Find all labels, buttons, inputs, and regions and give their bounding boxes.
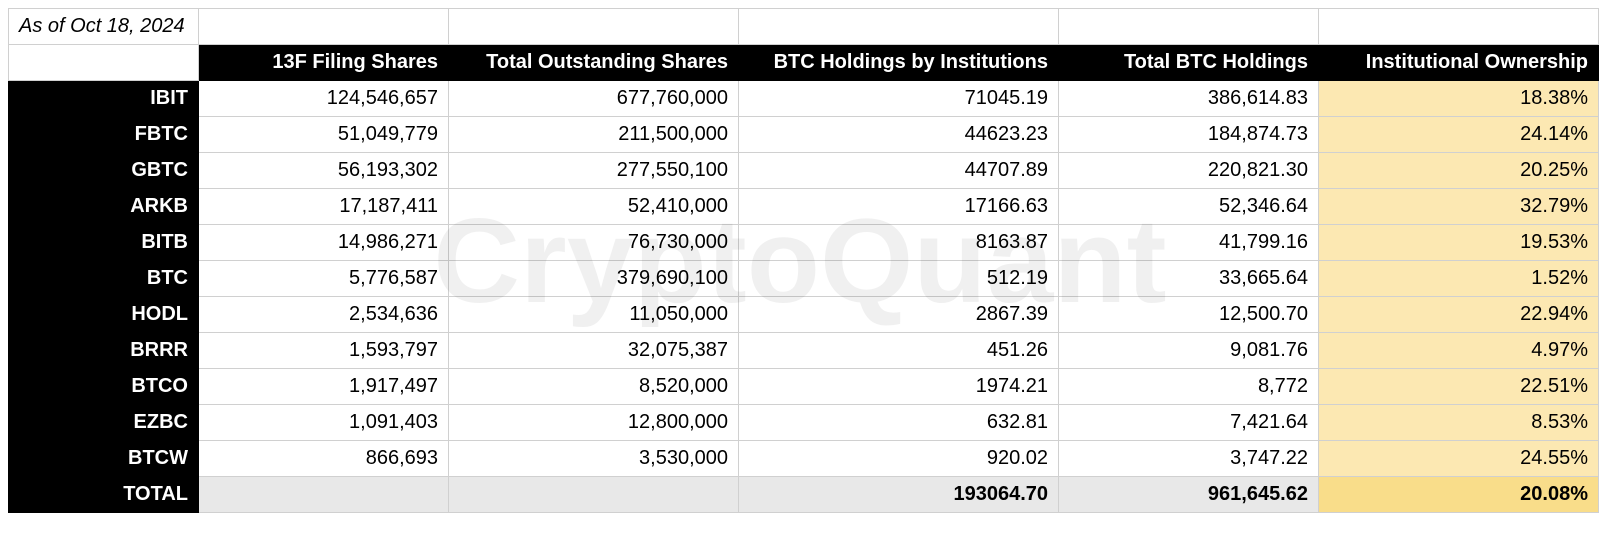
total-cell: 193064.70 bbox=[739, 477, 1059, 513]
data-cell: 24.55% bbox=[1319, 441, 1599, 477]
total-cell: 20.08% bbox=[1319, 477, 1599, 513]
data-cell: 14,986,271 bbox=[199, 225, 449, 261]
header-blank bbox=[9, 45, 199, 81]
data-cell: 386,614.83 bbox=[1059, 81, 1319, 117]
data-cell: 379,690,100 bbox=[449, 261, 739, 297]
row-label: IBIT bbox=[9, 81, 199, 117]
row-label: BTCW bbox=[9, 441, 199, 477]
data-cell: 32,075,387 bbox=[449, 333, 739, 369]
blank-cell bbox=[1319, 9, 1599, 45]
table-row: EZBC1,091,40312,800,000632.817,421.648.5… bbox=[9, 405, 1599, 441]
row-label: ARKB bbox=[9, 189, 199, 225]
data-cell: 24.14% bbox=[1319, 117, 1599, 153]
data-cell: 52,346.64 bbox=[1059, 189, 1319, 225]
data-cell: 184,874.73 bbox=[1059, 117, 1319, 153]
table-row: FBTC51,049,779211,500,00044623.23184,874… bbox=[9, 117, 1599, 153]
data-cell: 1,091,403 bbox=[199, 405, 449, 441]
row-label: BRRR bbox=[9, 333, 199, 369]
column-header: 13F Filing Shares bbox=[199, 45, 449, 81]
as-of-date: As of Oct 18, 2024 bbox=[9, 9, 199, 45]
data-cell: 12,800,000 bbox=[449, 405, 739, 441]
table-row: ARKB17,187,41152,410,00017166.6352,346.6… bbox=[9, 189, 1599, 225]
data-cell: 41,799.16 bbox=[1059, 225, 1319, 261]
column-header: Total Outstanding Shares bbox=[449, 45, 739, 81]
total-row: TOTAL 193064.70961,645.6220.08% bbox=[9, 477, 1599, 513]
data-cell: 17166.63 bbox=[739, 189, 1059, 225]
data-cell: 866,693 bbox=[199, 441, 449, 477]
column-header: BTC Holdings by Institutions bbox=[739, 45, 1059, 81]
data-cell: 632.81 bbox=[739, 405, 1059, 441]
data-cell: 1974.21 bbox=[739, 369, 1059, 405]
data-cell: 211,500,000 bbox=[449, 117, 739, 153]
row-label: GBTC bbox=[9, 153, 199, 189]
data-cell: 2867.39 bbox=[739, 297, 1059, 333]
column-header: Total BTC Holdings bbox=[1059, 45, 1319, 81]
data-cell: 124,546,657 bbox=[199, 81, 449, 117]
data-cell: 512.19 bbox=[739, 261, 1059, 297]
data-cell: 1,917,497 bbox=[199, 369, 449, 405]
table-row: BTCW866,6933,530,000920.023,747.2224.55% bbox=[9, 441, 1599, 477]
data-cell: 8163.87 bbox=[739, 225, 1059, 261]
data-cell: 51,049,779 bbox=[199, 117, 449, 153]
blank-cell bbox=[739, 9, 1059, 45]
data-cell: 22.94% bbox=[1319, 297, 1599, 333]
table-row: BTC5,776,587379,690,100512.1933,665.641.… bbox=[9, 261, 1599, 297]
data-cell: 76,730,000 bbox=[449, 225, 739, 261]
total-cell bbox=[199, 477, 449, 513]
data-cell: 4.97% bbox=[1319, 333, 1599, 369]
data-cell: 44623.23 bbox=[739, 117, 1059, 153]
table-row: BRRR1,593,79732,075,387451.269,081.764.9… bbox=[9, 333, 1599, 369]
row-label: FBTC bbox=[9, 117, 199, 153]
blank-cell bbox=[199, 9, 449, 45]
table-row: BITB14,986,27176,730,0008163.8741,799.16… bbox=[9, 225, 1599, 261]
blank-cell bbox=[449, 9, 739, 45]
row-label: EZBC bbox=[9, 405, 199, 441]
holdings-table: As of Oct 18, 202413F Filing SharesTotal… bbox=[8, 8, 1599, 513]
data-cell: 5,776,587 bbox=[199, 261, 449, 297]
table-row: HODL2,534,63611,050,0002867.3912,500.702… bbox=[9, 297, 1599, 333]
data-cell: 920.02 bbox=[739, 441, 1059, 477]
blank-cell bbox=[1059, 9, 1319, 45]
data-cell: 677,760,000 bbox=[449, 81, 739, 117]
total-cell: 961,645.62 bbox=[1059, 477, 1319, 513]
data-cell: 3,530,000 bbox=[449, 441, 739, 477]
data-cell: 2,534,636 bbox=[199, 297, 449, 333]
data-cell: 220,821.30 bbox=[1059, 153, 1319, 189]
row-label: BITB bbox=[9, 225, 199, 261]
data-cell: 1,593,797 bbox=[199, 333, 449, 369]
data-cell: 3,747.22 bbox=[1059, 441, 1319, 477]
row-label: BTCO bbox=[9, 369, 199, 405]
data-cell: 8,772 bbox=[1059, 369, 1319, 405]
data-cell: 9,081.76 bbox=[1059, 333, 1319, 369]
column-header: Institutional Ownership bbox=[1319, 45, 1599, 81]
data-cell: 7,421.64 bbox=[1059, 405, 1319, 441]
data-cell: 18.38% bbox=[1319, 81, 1599, 117]
table-row: GBTC56,193,302277,550,10044707.89220,821… bbox=[9, 153, 1599, 189]
data-cell: 52,410,000 bbox=[449, 189, 739, 225]
data-cell: 32.79% bbox=[1319, 189, 1599, 225]
table-row: BTCO1,917,4978,520,0001974.218,77222.51% bbox=[9, 369, 1599, 405]
data-cell: 8.53% bbox=[1319, 405, 1599, 441]
data-cell: 22.51% bbox=[1319, 369, 1599, 405]
total-label: TOTAL bbox=[9, 477, 199, 513]
data-cell: 12,500.70 bbox=[1059, 297, 1319, 333]
row-label: HODL bbox=[9, 297, 199, 333]
data-cell: 1.52% bbox=[1319, 261, 1599, 297]
row-label: BTC bbox=[9, 261, 199, 297]
data-cell: 19.53% bbox=[1319, 225, 1599, 261]
data-cell: 71045.19 bbox=[739, 81, 1059, 117]
table-row: IBIT124,546,657677,760,00071045.19386,61… bbox=[9, 81, 1599, 117]
data-cell: 44707.89 bbox=[739, 153, 1059, 189]
data-cell: 11,050,000 bbox=[449, 297, 739, 333]
data-cell: 8,520,000 bbox=[449, 369, 739, 405]
data-cell: 33,665.64 bbox=[1059, 261, 1319, 297]
data-cell: 17,187,411 bbox=[199, 189, 449, 225]
data-cell: 20.25% bbox=[1319, 153, 1599, 189]
data-cell: 277,550,100 bbox=[449, 153, 739, 189]
data-cell: 56,193,302 bbox=[199, 153, 449, 189]
data-cell: 451.26 bbox=[739, 333, 1059, 369]
total-cell bbox=[449, 477, 739, 513]
